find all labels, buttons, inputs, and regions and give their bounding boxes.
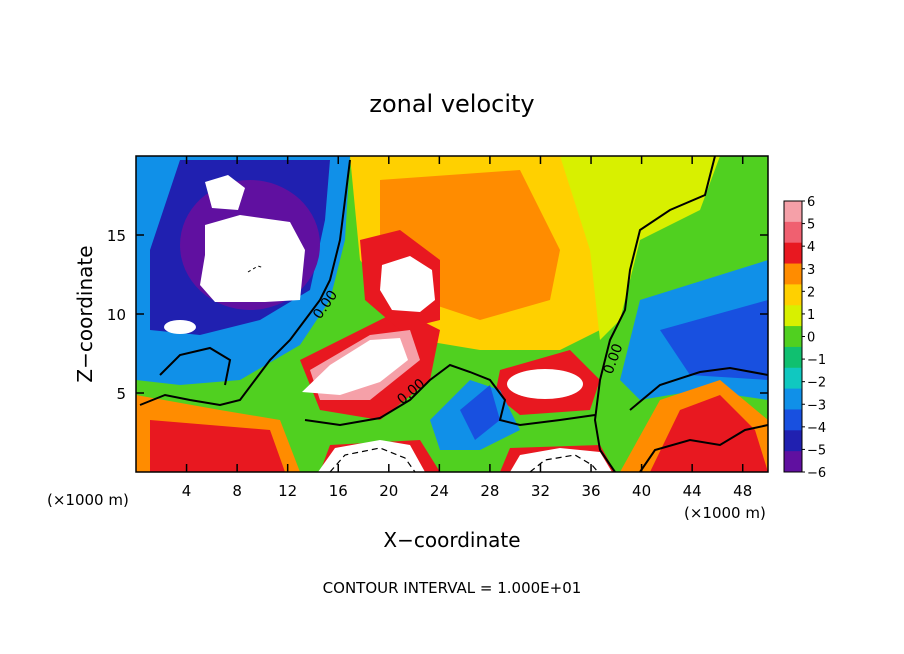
colorbar-swatch — [784, 388, 802, 410]
contour-interval-note: CONTOUR INTERVAL = 1.000E+01 — [323, 579, 582, 597]
colorbar-label: −6 — [807, 466, 826, 481]
colorbar-label: −5 — [807, 443, 826, 458]
colorbar-swatch — [784, 409, 802, 431]
colorbar-label: 0 — [807, 331, 815, 346]
colorbar-swatch — [784, 367, 802, 390]
heatmap-field — [136, 156, 768, 472]
x-tick-label: 24 — [430, 482, 449, 500]
colorbar-label: −1 — [807, 353, 826, 368]
zero-contour-center — [304, 363, 596, 427]
colorbar-label: 4 — [807, 240, 815, 255]
colorbar-label: −4 — [807, 421, 826, 436]
colorbar-swatch — [784, 346, 802, 369]
yellow-green-upper-right — [560, 156, 720, 340]
zero-contour-left — [139, 159, 351, 407]
x-axis-ticks: 4 8 12 16 20 24 28 32 36 40 44 48 — [182, 156, 752, 500]
x-axis-label: X−coordinate — [383, 528, 520, 552]
colorbar-swatch — [784, 451, 802, 473]
positive-core-lower-right — [650, 395, 768, 472]
zero-contour-upper-right — [593, 156, 716, 472]
out-of-range-top-left — [205, 175, 245, 210]
positive-core-lower-left — [150, 420, 285, 472]
y-tick-label: 5 — [116, 385, 126, 403]
out-of-range-center — [302, 338, 408, 395]
colorbar-label: −2 — [807, 376, 826, 391]
x-tick-label: 32 — [531, 482, 550, 500]
y-tick-label: 15 — [107, 227, 126, 245]
colorbar-label: 3 — [807, 263, 815, 278]
dashed-contour-bottom-left — [329, 447, 416, 472]
out-of-range-small-left — [164, 320, 196, 334]
colorbar-label: −3 — [807, 398, 826, 413]
x-tick-label: 36 — [581, 482, 600, 500]
y-axis-label: Z−coordinate — [73, 245, 97, 382]
colorbar: 6 5 4 3 2 1 0 −1 −2 −3 −4 −5 −6 — [783, 195, 826, 481]
colorbar-label: 5 — [807, 218, 815, 233]
out-of-range-column — [380, 256, 435, 312]
colorbar-swatch — [784, 263, 802, 285]
x-tick-label: 20 — [379, 482, 398, 500]
x-tick-label: 8 — [232, 482, 242, 500]
colorbar-swatch — [784, 201, 802, 223]
out-of-range-upper-left — [200, 215, 305, 302]
out-of-range-bottom-left — [318, 440, 425, 472]
colorbar-swatch — [784, 305, 802, 327]
colorbar-label: 2 — [807, 285, 815, 300]
zero-contour-small-left — [159, 346, 232, 386]
x-tick-label: 16 — [329, 482, 348, 500]
chart-title: zonal velocity — [369, 90, 534, 118]
x-tick-label: 4 — [182, 482, 192, 500]
colorbar-swatch — [784, 221, 802, 244]
x-unit-left: (×1000 m) — [47, 491, 129, 509]
colorbar-swatch — [784, 284, 802, 306]
y-tick-label: 10 — [107, 306, 126, 324]
x-tick-label: 44 — [683, 482, 702, 500]
x-unit-right: (×1000 m) — [684, 504, 766, 522]
negative-core-right — [660, 300, 768, 380]
x-tick-label: 28 — [480, 482, 499, 500]
colorbar-swatch — [784, 326, 802, 348]
colorbar-label: 1 — [807, 308, 815, 323]
out-of-range-bottom-right — [510, 448, 612, 472]
colorbar-label: 6 — [807, 195, 815, 210]
x-tick-label: 12 — [278, 482, 297, 500]
colorbar-swatch — [784, 430, 802, 452]
x-tick-label: 48 — [733, 482, 752, 500]
out-of-range-right-center — [507, 369, 583, 399]
zero-contour-lower-right — [639, 424, 768, 472]
negative-core-lower-center — [460, 385, 500, 440]
zero-contour-right — [629, 366, 768, 411]
x-tick-label: 40 — [632, 482, 651, 500]
y-axis-ticks: 5 10 15 — [107, 227, 768, 403]
colorbar-swatch — [784, 242, 802, 265]
